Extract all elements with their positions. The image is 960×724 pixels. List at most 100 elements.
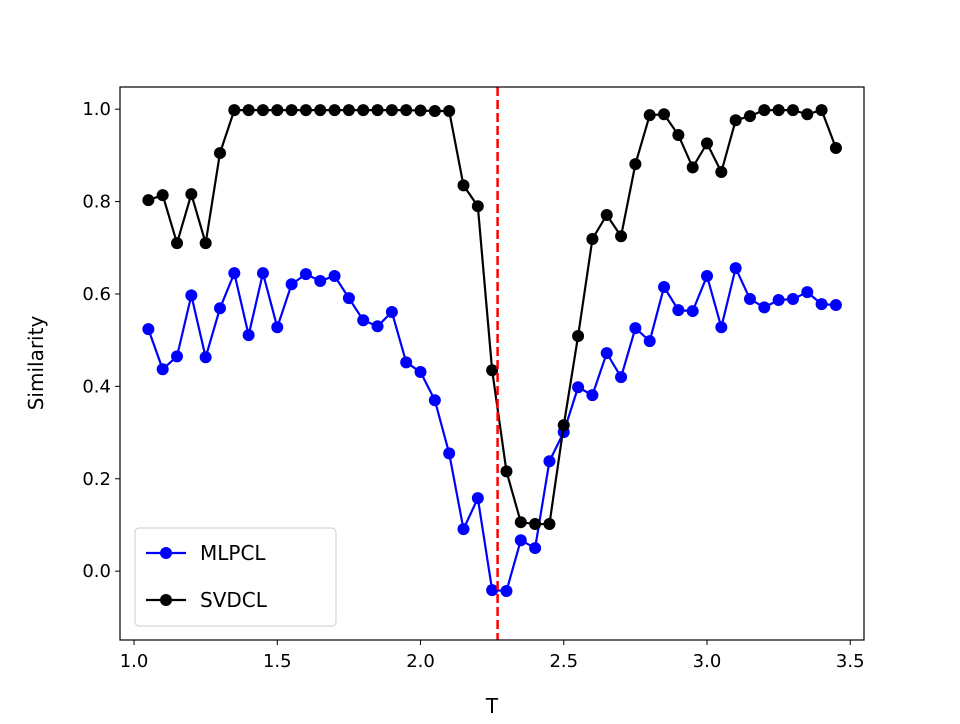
y-tick-label: 0.2 [82,469,111,490]
data-point-mlpcl [171,350,184,363]
data-point-mlpcl [256,267,269,280]
data-point-svdcl [314,104,327,117]
data-point-mlpcl [658,281,671,294]
x-tick-label: 1.0 [120,651,149,672]
data-point-mlpcl [357,314,370,327]
data-point-svdcl [600,208,613,221]
data-point-svdcl [557,419,570,432]
y-axis-label: Similarity [24,316,48,411]
data-point-mlpcl [457,523,470,536]
data-point-svdcl [443,105,456,118]
data-point-mlpcl [543,455,556,468]
data-point-svdcl [299,104,312,117]
data-point-svdcl [213,147,226,160]
data-point-mlpcl [772,293,785,306]
data-point-svdcl [758,104,771,117]
data-point-svdcl [171,237,184,250]
legend-label-mlpcl: MLPCL [200,541,266,565]
data-point-mlpcl [715,321,728,334]
x-axis-label: T [485,694,499,718]
data-point-mlpcl [686,305,699,318]
data-point-svdcl [256,104,269,117]
x-tick-label: 3.5 [836,651,865,672]
data-point-svdcl [615,230,628,243]
data-point-mlpcl [299,268,312,281]
data-point-svdcl [686,161,699,174]
data-point-svdcl [271,104,284,117]
data-point-svdcl [586,232,599,245]
y-tick-label: 0.8 [82,192,111,213]
data-point-mlpcl [285,278,298,291]
series-line-svdcl [147,108,837,526]
x-tick-label: 1.5 [263,651,292,672]
data-point-mlpcl [629,322,642,335]
data-point-mlpcl [371,320,384,333]
data-point-mlpcl [500,585,513,598]
data-point-mlpcl [486,584,499,597]
y-axis: 0.0 0.2 0.4 0.6 0.8 1.0 [82,99,120,582]
data-point-svdcl [285,104,298,117]
data-point-svdcl [142,194,155,207]
legend-label-svdcl: SVDCL [200,588,268,612]
data-point-svdcl [199,237,212,250]
data-point-svdcl [228,104,241,117]
data-point-svdcl [242,104,255,117]
data-point-mlpcl [199,351,212,364]
data-point-mlpcl [758,301,771,314]
data-point-mlpcl [228,267,241,280]
y-tick-label: 1.0 [82,99,111,120]
y-tick-label: 0.0 [82,561,111,582]
legend-marker-svdcl [160,594,172,606]
x-axis: 1.0 1.5 2.0 2.5 3.0 3.5 [120,640,865,672]
data-point-svdcl [486,364,499,377]
data-point-mlpcl [142,323,155,336]
data-point-svdcl [729,114,742,127]
data-point-mlpcl [600,347,613,360]
data-point-mlpcl [829,299,842,312]
data-point-mlpcl [786,293,799,306]
data-point-mlpcl [185,289,198,302]
data-point-mlpcl [242,329,255,342]
data-point-svdcl [829,141,842,154]
data-point-mlpcl [586,389,599,402]
data-point-mlpcl [801,286,814,299]
data-point-mlpcl [743,293,756,306]
data-point-svdcl [629,158,642,171]
data-point-mlpcl [314,275,327,288]
data-point-svdcl [772,104,785,117]
data-point-mlpcl [271,321,284,334]
data-point-mlpcl [529,542,542,555]
x-tick-label: 2.0 [406,651,435,672]
data-point-svdcl [328,104,341,117]
data-point-mlpcl [156,363,169,376]
data-point-mlpcl [815,298,828,311]
data-point-mlpcl [400,356,413,369]
data-point-mlpcl [385,305,398,318]
y-tick-label: 0.4 [82,376,111,397]
data-point-svdcl [357,104,370,117]
data-point-mlpcl [572,381,585,394]
data-point-mlpcl [701,269,714,282]
data-point-svdcl [643,109,656,122]
data-point-mlpcl [615,371,628,384]
data-point-svdcl [715,166,728,179]
data-point-svdcl [658,108,671,121]
y-tick-label: 0.6 [82,284,111,305]
x-tick-label: 3.0 [693,651,722,672]
data-point-mlpcl [672,304,685,317]
plot-frame [119,86,865,641]
data-point-svdcl [471,200,484,213]
plot-marks [142,87,842,640]
data-point-mlpcl [414,366,427,379]
data-point-svdcl [801,108,814,121]
data-point-mlpcl [514,534,527,547]
data-point-svdcl [414,104,427,117]
data-point-svdcl [385,104,398,117]
data-point-mlpcl [471,492,484,505]
data-point-mlpcl [428,394,441,407]
data-point-svdcl [815,104,828,117]
data-point-svdcl [457,179,470,192]
data-point-svdcl [156,189,169,202]
data-point-svdcl [342,104,355,117]
